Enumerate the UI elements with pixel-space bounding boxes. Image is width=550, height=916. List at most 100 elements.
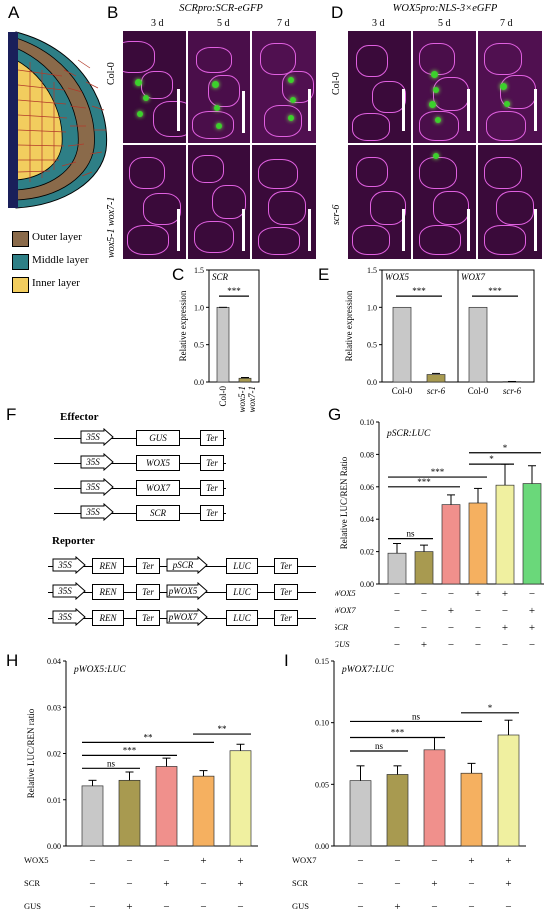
factor-sign: − bbox=[421, 588, 427, 600]
group-title: WOX5 bbox=[385, 272, 409, 282]
significance-label: ns bbox=[406, 529, 415, 539]
factor-sign: − bbox=[394, 588, 400, 600]
panel-label-b: B bbox=[107, 3, 119, 22]
factor-sign: + bbox=[126, 901, 132, 913]
promoter-label: 35S bbox=[57, 586, 72, 596]
legend-swatch-inner bbox=[12, 277, 29, 293]
reporter-luc: LUC bbox=[226, 558, 258, 574]
y-tick-label: 0.04 bbox=[47, 657, 61, 666]
time-3d: 3 d bbox=[372, 18, 385, 29]
factor-sign: − bbox=[448, 639, 454, 650]
micrograph-d-scr6-3d bbox=[348, 145, 411, 259]
y-tick-label: 0.00 bbox=[315, 842, 329, 851]
factor-sign: + bbox=[505, 878, 511, 890]
bar bbox=[441, 504, 461, 585]
reporter-terminator: Ter bbox=[274, 558, 298, 574]
micrograph-b-mutant-5d bbox=[188, 145, 250, 259]
y-axis-label: Relative expression bbox=[178, 290, 188, 361]
significance-label: *** bbox=[412, 286, 426, 296]
y-tick-label: 1.5 bbox=[367, 266, 377, 275]
micrograph-b-col0-5d bbox=[188, 31, 250, 143]
bar bbox=[468, 502, 488, 585]
factor-sign: + bbox=[421, 639, 427, 650]
effector-terminator: Ter bbox=[200, 480, 224, 496]
factor-sign: − bbox=[502, 605, 508, 617]
significance-label: ns bbox=[375, 741, 384, 751]
panel-d-row-col0: Col-0 bbox=[331, 72, 342, 95]
significance-label: *** bbox=[417, 477, 431, 487]
y-tick-label: 0.10 bbox=[360, 418, 374, 427]
y-tick-label: 0.0 bbox=[194, 378, 204, 387]
promoter-arrow bbox=[52, 582, 86, 600]
x-tick-label: scr-6 bbox=[427, 386, 446, 396]
factor-sign: − bbox=[394, 639, 400, 650]
panel-d-row-scr6: scr-6 bbox=[331, 204, 342, 225]
promoter-arrow bbox=[80, 453, 114, 471]
factor-sign: + bbox=[431, 878, 437, 890]
factor-sign: − bbox=[468, 878, 474, 890]
panel-label-i: I bbox=[284, 651, 289, 670]
reporter-luc: LUC bbox=[226, 610, 258, 626]
factor-name: SCR bbox=[335, 622, 349, 632]
promoter-arrow bbox=[166, 608, 208, 626]
x-tick-label: Col-0 bbox=[468, 386, 489, 396]
factor-sign: + bbox=[237, 855, 243, 867]
y-axis-label: Relative LUC/REN ratio bbox=[26, 708, 36, 798]
significance-label: * bbox=[503, 443, 508, 453]
effector-gene: WOX7 bbox=[136, 480, 180, 496]
root-schematic bbox=[8, 31, 108, 209]
time-7d: 7 d bbox=[500, 18, 513, 29]
panel-label-h: H bbox=[6, 651, 19, 670]
legend-label-inner: Inner layer bbox=[32, 277, 80, 289]
effector-promoter: 35S bbox=[80, 428, 114, 446]
factor-sign: − bbox=[357, 878, 363, 890]
factor-name: WOX5 bbox=[335, 588, 356, 598]
reporter-ren: REN bbox=[92, 584, 124, 600]
significance-label: ** bbox=[218, 724, 228, 734]
factor-name: GUS bbox=[292, 901, 309, 911]
factor-name: GUS bbox=[335, 639, 350, 649]
factor-sign: − bbox=[126, 878, 132, 890]
y-tick-label: 0.03 bbox=[47, 703, 61, 712]
promoter-arrow bbox=[80, 428, 114, 446]
promoter-arrow bbox=[80, 503, 114, 521]
factor-sign: − bbox=[163, 901, 169, 913]
panel-label-c: C bbox=[172, 265, 185, 284]
factor-sign: + bbox=[529, 605, 535, 617]
factor-sign: + bbox=[200, 855, 206, 867]
factor-name: GUS bbox=[24, 901, 41, 911]
chart-title: pWOX7:LUC bbox=[341, 665, 394, 675]
micrograph-d-col0-5d bbox=[413, 31, 476, 143]
factor-sign: − bbox=[529, 639, 535, 650]
promoter-label: pWOX5 bbox=[168, 586, 198, 596]
bar bbox=[387, 552, 407, 585]
factor-sign: − bbox=[468, 901, 474, 913]
chart-e: 0.0 0.5 1.0 1.5 Relative expression WOX5 Col-0… bbox=[344, 266, 535, 396]
factor-sign: − bbox=[89, 855, 95, 867]
bar bbox=[460, 772, 483, 847]
factor-sign: + bbox=[448, 605, 454, 617]
chart-title: pWOX5:LUC bbox=[73, 665, 126, 675]
y-tick-label: 1.0 bbox=[367, 303, 377, 312]
factor-sign: − bbox=[200, 901, 206, 913]
micrograph-b-mutant-3d bbox=[123, 145, 186, 259]
factor-sign: − bbox=[89, 878, 95, 890]
y-tick-label: 0.00 bbox=[47, 842, 61, 851]
factor-name: SCR bbox=[24, 878, 40, 888]
bar bbox=[495, 484, 515, 585]
y-tick-label: 0.02 bbox=[360, 548, 374, 557]
promoter-arrow bbox=[52, 608, 86, 626]
reporter-ren: REN bbox=[92, 610, 124, 626]
significance-label: *** bbox=[227, 286, 241, 296]
effector-terminator: Ter bbox=[200, 505, 224, 521]
reporter-title: Reporter bbox=[52, 535, 95, 547]
factor-sign: − bbox=[475, 622, 481, 634]
y-tick-label: 0.02 bbox=[47, 750, 61, 759]
factor-sign: + bbox=[502, 622, 508, 634]
reporter-promoter-35s: 35S bbox=[52, 608, 86, 626]
effector-terminator: Ter bbox=[200, 455, 224, 471]
reporter-promoter-35s: 35S bbox=[52, 582, 86, 600]
micrograph-d-scr6-7d bbox=[478, 145, 542, 259]
significance-label: *** bbox=[488, 286, 502, 296]
legend-swatch-middle bbox=[12, 254, 29, 270]
